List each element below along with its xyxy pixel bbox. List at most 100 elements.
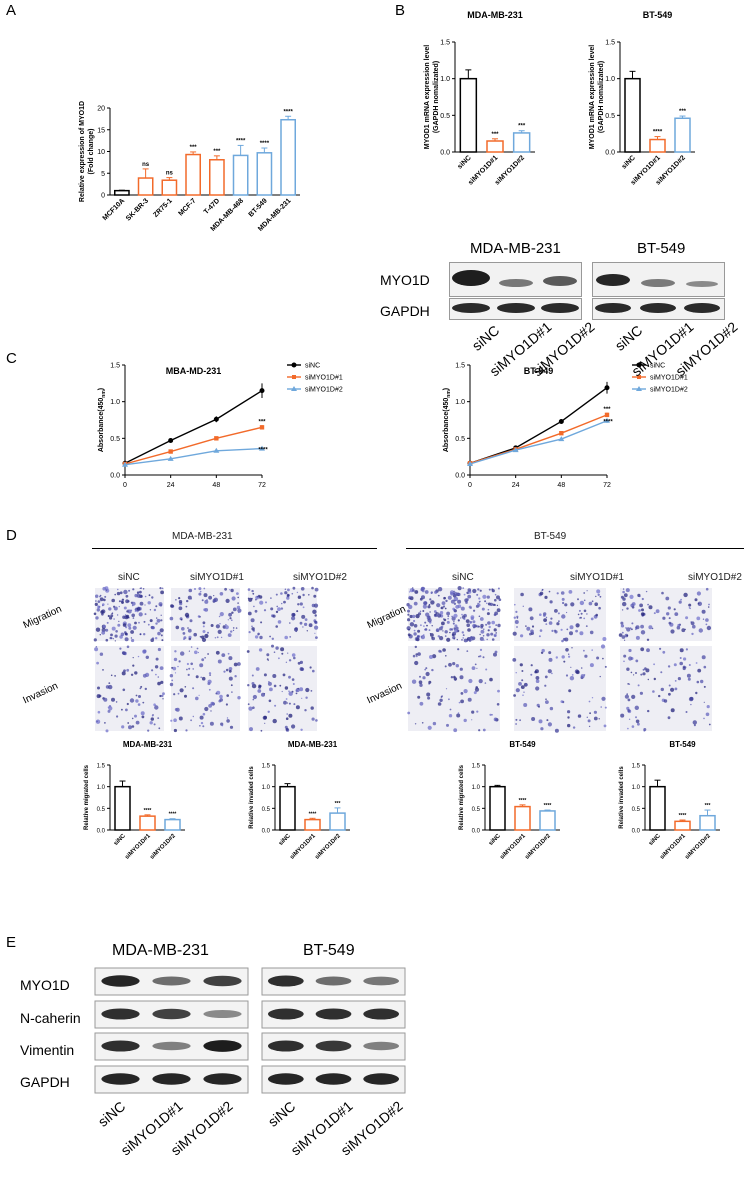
- cell-stain: [681, 628, 686, 633]
- cell-stain: [219, 612, 224, 617]
- cell-stain: [630, 603, 634, 608]
- cell-stain: [421, 595, 425, 600]
- cell-stain: [147, 729, 150, 732]
- cell-stain: [293, 656, 296, 660]
- cell-stain: [225, 623, 227, 626]
- y-axis-label-C1: Absorbance(450nm): [98, 388, 107, 452]
- cell-stain: [642, 668, 645, 671]
- d-col-sinc-bt: siNC: [452, 572, 474, 583]
- cell-stain: [131, 725, 135, 728]
- cell-stain: [177, 692, 180, 695]
- cell-stain: [440, 625, 444, 629]
- cell-stain: [459, 675, 464, 680]
- cell-stain: [444, 597, 446, 599]
- cell-stain: [548, 651, 552, 655]
- cell-stain: [310, 690, 313, 692]
- blot-e-band: [363, 1073, 400, 1085]
- cell-stain: [583, 617, 586, 620]
- cell-stain: [523, 703, 528, 707]
- cell-stain: [639, 603, 643, 608]
- cell-stain: [252, 706, 255, 709]
- cell-stain: [516, 626, 518, 628]
- cell-stain: [161, 694, 164, 698]
- cell-stain: [453, 609, 457, 612]
- cell-stain: [114, 675, 116, 677]
- cell-stain: [99, 652, 104, 656]
- cell-stain: [678, 600, 682, 604]
- cell-stain: [174, 672, 177, 674]
- cell-stain: [418, 680, 423, 684]
- cell-stain: [120, 632, 125, 637]
- cell-stain: [521, 670, 524, 672]
- cell-stain: [417, 652, 421, 656]
- y-tick-label-D1: 1.5: [97, 764, 106, 770]
- cell-stain: [570, 666, 572, 668]
- cell-stain: [429, 611, 431, 613]
- cell-stain: [280, 607, 284, 610]
- cell-stain: [426, 692, 431, 697]
- cell-stain: [114, 634, 118, 638]
- cell-stain: [196, 647, 199, 650]
- cell-stain: [271, 644, 274, 648]
- cell-stain: [291, 678, 295, 681]
- cell-stain: [705, 712, 710, 717]
- cell-stain: [594, 602, 598, 606]
- cell-stain: [292, 586, 296, 590]
- cell-stain: [177, 665, 179, 668]
- cell-stain: [187, 673, 190, 677]
- cell-stain: [195, 675, 199, 679]
- cell-stain: [413, 632, 417, 636]
- cell-stain: [161, 639, 164, 642]
- cell-stain: [144, 687, 147, 691]
- cell-stain: [682, 665, 686, 669]
- cell-stain: [583, 674, 586, 676]
- cell-stain: [599, 675, 601, 678]
- cell-stain: [232, 629, 235, 632]
- cell-stain: [122, 623, 127, 627]
- cell-stain: [288, 713, 293, 718]
- cell-stain: [228, 676, 233, 681]
- cell-stain: [623, 593, 628, 598]
- chart-title-D2: MDA-MB-231: [288, 740, 338, 749]
- cell-stain: [586, 716, 588, 718]
- cell-stain: [670, 629, 675, 634]
- sig-label-D3: ****: [544, 803, 552, 809]
- cell-stain: [430, 591, 433, 594]
- cell-stain: [285, 698, 288, 700]
- cell-stain: [293, 703, 296, 706]
- cell-stain: [457, 648, 460, 651]
- cell-stain: [257, 633, 260, 636]
- cell-stain: [130, 637, 133, 639]
- blot-e-row-gapdh: GAPDH: [20, 1074, 70, 1090]
- cell-stain: [268, 699, 272, 703]
- blot-e-band: [152, 1041, 191, 1051]
- point-C1: [168, 449, 173, 454]
- cell-stain: [513, 616, 516, 619]
- sig-label-A: ****: [260, 141, 270, 147]
- cell-stain: [482, 635, 485, 637]
- cell-stain: [622, 588, 625, 590]
- cell-stain: [284, 588, 287, 591]
- cell-stain: [446, 620, 450, 624]
- cell-stain: [118, 605, 121, 608]
- cell-stain: [583, 599, 586, 602]
- cell-stain: [514, 603, 516, 606]
- cell-stain: [277, 607, 281, 611]
- cell-stain: [128, 626, 132, 630]
- cell-stain: [471, 666, 476, 670]
- cell-stain: [149, 721, 153, 725]
- cell-stain: [124, 632, 128, 636]
- y-tick-label-A: 20: [97, 106, 105, 113]
- cell-stain: [692, 624, 696, 629]
- cell-stain: [117, 588, 119, 591]
- cell-stain: [201, 658, 205, 662]
- cell-stain: [175, 625, 180, 630]
- cell-stain: [548, 621, 553, 625]
- cell-stain: [138, 695, 141, 698]
- cell-stain: [178, 600, 183, 604]
- cell-stain: [540, 727, 544, 731]
- cell-stain: [187, 595, 192, 600]
- cell-stain: [525, 683, 528, 686]
- cell-stain: [421, 636, 423, 638]
